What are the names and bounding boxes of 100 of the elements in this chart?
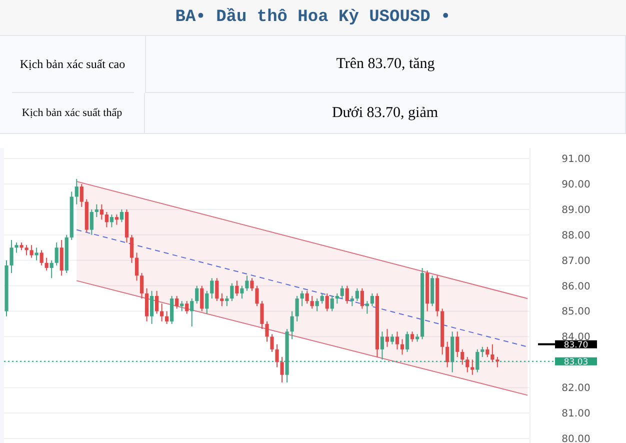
ref-line-label: 83.03 bbox=[564, 357, 588, 368]
y-tick-label: 86.00 bbox=[562, 281, 590, 292]
candlestick bbox=[295, 295, 299, 322]
candlestick bbox=[385, 328, 390, 348]
y-tick-label: 89.00 bbox=[562, 204, 590, 216]
candlestick bbox=[180, 300, 184, 312]
text: Kịch bản xác suất thấp bbox=[0, 93, 145, 134]
candlestick bbox=[330, 295, 334, 312]
candlestick bbox=[130, 234, 134, 264]
candlestick bbox=[175, 295, 179, 310]
candlestick bbox=[380, 331, 384, 360]
candlestick bbox=[400, 338, 404, 355]
candlestick bbox=[90, 208, 94, 236]
candlestick bbox=[235, 280, 239, 296]
candlestick bbox=[270, 334, 274, 352]
candlestick bbox=[280, 356, 284, 383]
candlestick bbox=[14, 242, 18, 254]
candlestick bbox=[405, 331, 410, 352]
y-tick-label: 91.00 bbox=[562, 154, 590, 166]
candlestick bbox=[315, 298, 319, 312]
y-tick-label: 82.00 bbox=[562, 383, 590, 394]
text: Dưới 83.70, giảm bbox=[145, 93, 626, 134]
candlestick bbox=[480, 346, 484, 358]
candlestick bbox=[74, 178, 78, 205]
candlestick bbox=[240, 285, 244, 299]
candlestick bbox=[110, 214, 114, 228]
candlestick bbox=[114, 214, 119, 226]
candlestick bbox=[365, 300, 369, 314]
candlestick bbox=[220, 292, 224, 307]
y-tick-label: 81.00 bbox=[562, 408, 590, 420]
candlestick bbox=[154, 290, 159, 314]
candlestick bbox=[104, 211, 108, 228]
candlestick bbox=[250, 278, 254, 292]
candlestick bbox=[340, 285, 344, 299]
y-tick-label: 87.00 bbox=[562, 256, 590, 267]
candlestick bbox=[170, 295, 174, 324]
candlestick bbox=[165, 310, 169, 324]
text: Trên 83.70, tăng bbox=[145, 36, 626, 93]
candlestick bbox=[345, 285, 349, 304]
candlestick bbox=[370, 292, 374, 307]
candlestick bbox=[390, 334, 394, 345]
candlestick bbox=[265, 320, 269, 342]
candlestick bbox=[470, 359, 474, 376]
y-tick-label: 88.00 bbox=[562, 230, 590, 242]
y-tick-label: 85.00 bbox=[562, 306, 590, 318]
candlestick bbox=[335, 292, 339, 304]
candlestick bbox=[30, 244, 34, 258]
candlestick bbox=[80, 183, 84, 208]
candlestick bbox=[100, 204, 104, 220]
candlestick bbox=[140, 272, 144, 299]
candlestick bbox=[486, 346, 490, 358]
candlestick bbox=[456, 331, 460, 358]
candlestick bbox=[275, 344, 279, 368]
candlestick bbox=[490, 344, 494, 363]
candlestick bbox=[260, 300, 264, 330]
candlestick bbox=[476, 348, 480, 373]
candlestick bbox=[496, 356, 500, 368]
candlestick bbox=[205, 290, 209, 314]
candlestick bbox=[255, 285, 259, 307]
candlestick bbox=[210, 278, 214, 299]
candlestick bbox=[195, 285, 199, 304]
candlestick bbox=[60, 239, 64, 276]
candlestick bbox=[190, 298, 194, 327]
candlestick bbox=[185, 300, 189, 314]
candlestick bbox=[44, 257, 48, 272]
ref-line-label: 83.70 bbox=[564, 340, 588, 350]
candlestick bbox=[360, 288, 364, 310]
candlestick bbox=[24, 244, 28, 256]
candlestick bbox=[94, 204, 98, 218]
candlestick bbox=[310, 295, 314, 310]
candlestick bbox=[320, 292, 324, 304]
chart-title: BA• Dầu thô Hoa Kỳ USOUSD • bbox=[0, 0, 626, 36]
candlestick bbox=[225, 295, 229, 307]
candlestick bbox=[230, 282, 234, 302]
candlestick bbox=[120, 208, 124, 223]
candlestick bbox=[355, 288, 359, 302]
candlestick bbox=[395, 331, 400, 350]
candlestick bbox=[290, 310, 294, 340]
candlestick bbox=[325, 292, 329, 312]
candlestick bbox=[150, 290, 154, 324]
candlestick bbox=[200, 285, 204, 312]
candlestick bbox=[460, 348, 464, 366]
candlestick bbox=[34, 247, 38, 261]
candlestick bbox=[446, 341, 450, 368]
candlestick bbox=[134, 252, 139, 282]
candlestick bbox=[245, 275, 249, 292]
candlestick bbox=[466, 356, 470, 373]
candlestick bbox=[350, 295, 354, 307]
candlestick bbox=[300, 290, 304, 307]
y-tick-label: 90.00 bbox=[562, 179, 590, 190]
candlestick bbox=[40, 250, 44, 266]
candlestick bbox=[50, 260, 54, 279]
candlestick bbox=[410, 331, 414, 342]
y-tick-label: 80.00 bbox=[562, 434, 590, 443]
text: Kịch bản xác suất cao bbox=[12, 36, 134, 93]
candlestick bbox=[160, 303, 164, 322]
candlestick bbox=[144, 288, 149, 322]
candlestick bbox=[10, 239, 14, 274]
candlestick bbox=[305, 290, 309, 304]
candlestick bbox=[54, 242, 58, 266]
